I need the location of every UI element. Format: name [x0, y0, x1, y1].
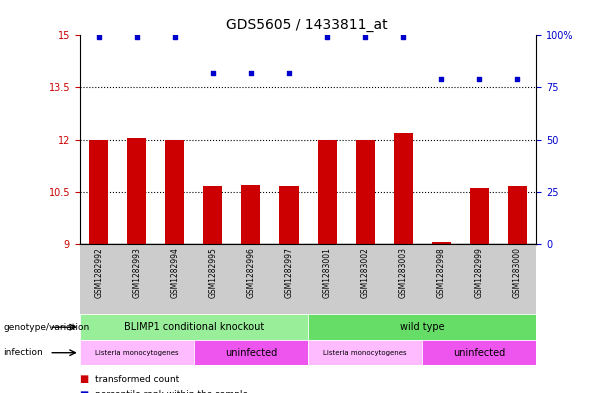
Text: Listeria monocytogenes: Listeria monocytogenes [95, 350, 178, 356]
Bar [432, 242, 451, 244]
Text: wild type: wild type [400, 322, 444, 332]
Bar [80, 314, 308, 340]
Text: GSM1282998: GSM1282998 [436, 247, 446, 298]
Point [170, 34, 180, 40]
Point [246, 70, 256, 76]
Text: infection: infection [3, 348, 43, 357]
Text: GSM1282994: GSM1282994 [170, 247, 180, 298]
Point [398, 34, 408, 40]
Text: GSM1282997: GSM1282997 [284, 247, 294, 298]
Text: GDS5605 / 1433811_at: GDS5605 / 1433811_at [226, 18, 387, 32]
Text: GSM1283003: GSM1283003 [398, 247, 408, 298]
Bar [89, 140, 109, 244]
Point [322, 34, 332, 40]
Point [284, 70, 294, 76]
Bar [356, 140, 375, 244]
Text: ■: ■ [80, 390, 92, 393]
Point [436, 76, 446, 82]
Text: percentile rank within the sample: percentile rank within the sample [95, 391, 248, 393]
Point [474, 76, 484, 82]
Text: genotype/variation: genotype/variation [3, 323, 89, 332]
Bar [508, 186, 527, 244]
Text: uninfected: uninfected [453, 348, 505, 358]
Text: BLIMP1 conditional knockout: BLIMP1 conditional knockout [124, 322, 264, 332]
Point [132, 34, 142, 40]
Text: GSM1283000: GSM1283000 [513, 247, 522, 298]
Text: Listeria monocytogenes: Listeria monocytogenes [323, 350, 407, 356]
Text: GSM1283001: GSM1283001 [322, 247, 332, 298]
Text: GSM1283002: GSM1283002 [360, 247, 370, 298]
Text: uninfected: uninfected [225, 348, 277, 358]
Bar [80, 340, 194, 365]
Bar [166, 140, 185, 244]
Text: GSM1282995: GSM1282995 [208, 247, 218, 298]
Bar [204, 186, 223, 244]
Text: ■: ■ [80, 374, 92, 384]
Bar [318, 140, 337, 244]
Text: transformed count: transformed count [95, 375, 179, 384]
Text: GSM1282993: GSM1282993 [132, 247, 141, 298]
Bar [422, 340, 536, 365]
Text: GSM1282999: GSM1282999 [475, 247, 484, 298]
Bar [128, 138, 147, 244]
Bar [280, 186, 299, 244]
Bar [308, 340, 422, 365]
Bar [470, 188, 489, 244]
Text: GSM1282996: GSM1282996 [246, 247, 256, 298]
Bar [194, 340, 308, 365]
Point [208, 70, 218, 76]
Text: GSM1282992: GSM1282992 [94, 247, 103, 298]
Bar [308, 314, 536, 340]
Bar [242, 185, 261, 244]
Bar [394, 132, 413, 244]
Point [512, 76, 522, 82]
Point [94, 34, 104, 40]
Point [360, 34, 370, 40]
